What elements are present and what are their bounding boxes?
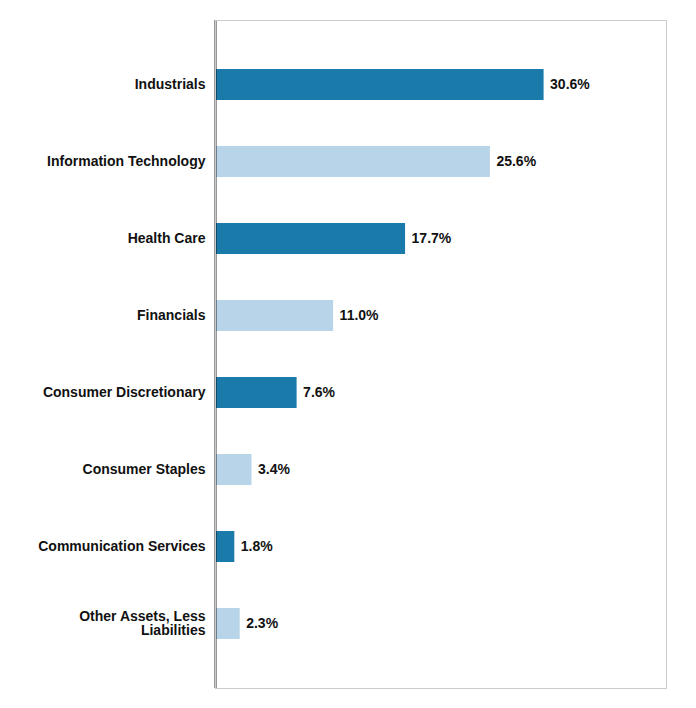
svg-text:17.7%: 17.7%: [412, 230, 452, 246]
svg-text:Health Care: Health Care: [128, 230, 206, 246]
svg-text:3.4%: 3.4%: [258, 461, 290, 477]
svg-text:Industrials: Industrials: [135, 76, 206, 92]
svg-text:1.8%: 1.8%: [241, 538, 273, 554]
svg-text:7.6%: 7.6%: [303, 384, 335, 400]
svg-text:Consumer Discretionary: Consumer Discretionary: [43, 384, 206, 400]
svg-text:Other Assets, LessLiabilities: Other Assets, LessLiabilities: [79, 608, 206, 638]
svg-text:30.6%: 30.6%: [550, 76, 590, 92]
svg-text:Financials: Financials: [137, 307, 206, 323]
svg-text:Consumer Staples: Consumer Staples: [83, 461, 206, 477]
svg-text:2.3%: 2.3%: [246, 615, 278, 631]
svg-text:25.6%: 25.6%: [496, 153, 536, 169]
svg-text:Communication Services: Communication Services: [38, 538, 205, 554]
svg-text:11.0%: 11.0%: [340, 307, 379, 323]
svg-text:Information Technology: Information Technology: [47, 153, 206, 169]
